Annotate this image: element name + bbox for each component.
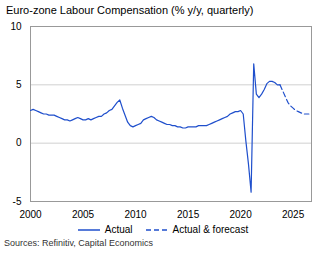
svg-text:2005: 2005 xyxy=(72,209,95,220)
html-text:Actual & forecast: Actual & forecast xyxy=(172,224,249,235)
svg-text:-5: -5 xyxy=(13,196,22,207)
svg-text:2000: 2000 xyxy=(19,209,42,220)
svg-text:2025: 2025 xyxy=(282,209,305,220)
svg-text:2015: 2015 xyxy=(177,209,200,220)
svg-text:5: 5 xyxy=(16,79,22,90)
html-text:Actual: Actual xyxy=(104,224,133,235)
svg-text:10: 10 xyxy=(10,21,22,32)
html-text:Euro-zone Labour Compensation: Euro-zone Labour Compensation (% y/y, qu… xyxy=(6,4,254,16)
svg-text:0: 0 xyxy=(16,137,22,148)
svg-text:2010: 2010 xyxy=(124,209,147,220)
html-text:Sources: Refinitiv, Capital Ec: Sources: Refinitiv, Capital Economics xyxy=(4,238,153,248)
svg-text:2020: 2020 xyxy=(229,209,252,220)
